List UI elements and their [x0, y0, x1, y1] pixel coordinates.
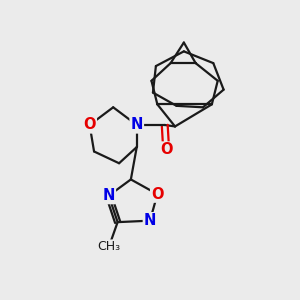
- Text: O: O: [83, 118, 96, 133]
- Text: CH₃: CH₃: [97, 240, 120, 253]
- Text: N: N: [103, 188, 115, 203]
- Text: O: O: [160, 142, 172, 158]
- Text: N: N: [130, 118, 143, 133]
- Text: N: N: [144, 213, 156, 228]
- Text: O: O: [151, 187, 164, 202]
